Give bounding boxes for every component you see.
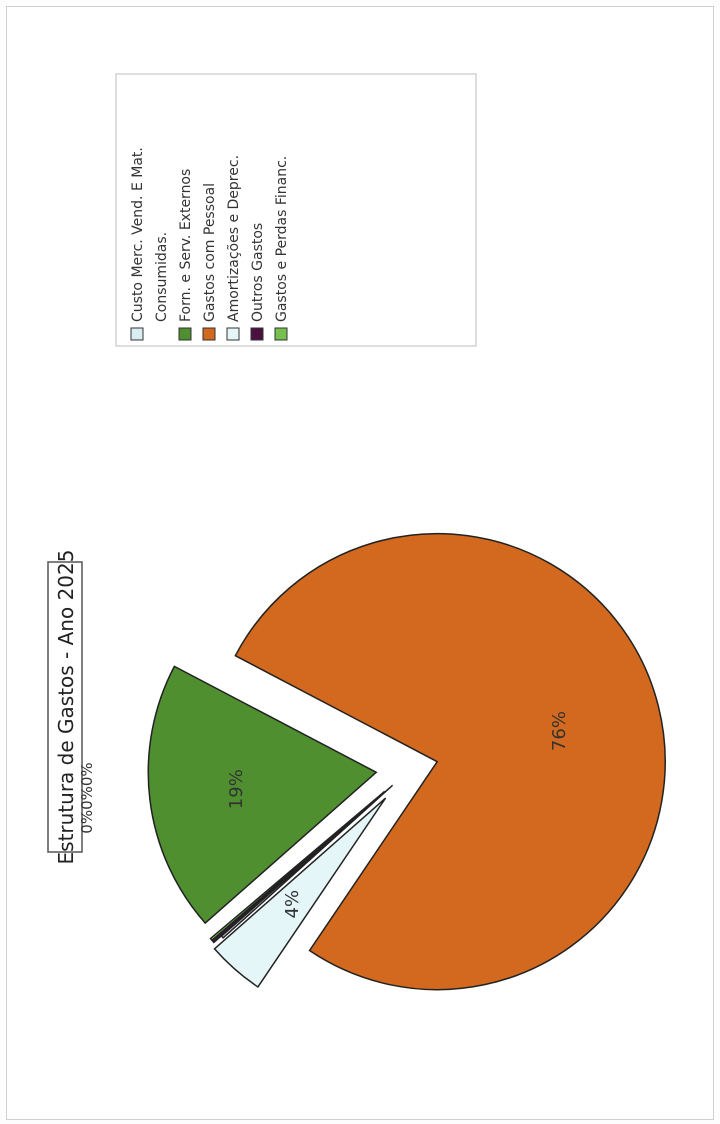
small-slices-label: 0%0%0% [78, 762, 96, 833]
chart-title-box [47, 561, 83, 853]
legend-label-2: Gastos com Pessoal [202, 183, 218, 322]
legend-box [115, 73, 477, 347]
pie-slice-5 [209, 790, 386, 942]
legend-label-1: Forn. e Serv. Externos [178, 169, 194, 322]
data-label-3: 4% [282, 890, 303, 919]
rotated-chart-group: Estrutura de Gastos - Ano 2025 19% 76% 4% 0%… [47, 73, 666, 991]
legend-label-0: Custo Merc. Vend. E Mat. [130, 147, 146, 322]
legend-swatch-2 [202, 327, 216, 341]
legend-swatch-5 [274, 327, 288, 341]
pie-slice-3 [213, 797, 387, 988]
legend-label-5: Gastos e Perdas Financ. [274, 156, 290, 322]
legend-swatch-3 [226, 327, 240, 341]
legend-swatch-4 [250, 327, 264, 341]
legend-label-0-line2: Consumidas. [154, 232, 170, 322]
pie-slice-2 [234, 532, 666, 991]
legend-swatch-1 [178, 327, 192, 341]
chart-title: Estrutura de Gastos - Ano 2025 [54, 550, 78, 865]
legend-label-4: Outros Gastos [250, 223, 266, 322]
pie-slice-1 [147, 665, 378, 925]
legend-label-3: Amortizações e Deprec. [226, 155, 242, 322]
data-label-2: 76% [549, 711, 570, 751]
legend-swatch-0 [130, 327, 144, 341]
data-label-1: 19% [226, 769, 247, 809]
